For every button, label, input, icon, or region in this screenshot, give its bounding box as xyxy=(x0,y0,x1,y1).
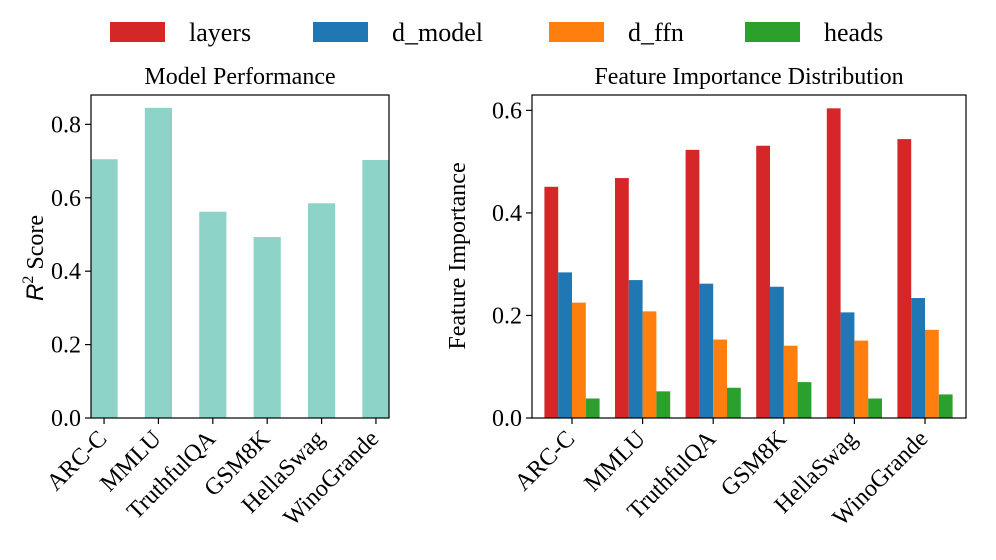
bar-gsm8k xyxy=(253,237,281,418)
legend-swatch-layers xyxy=(110,22,165,42)
bar-gsm8k-heads xyxy=(797,382,812,418)
y-tick-label: 0.4 xyxy=(51,259,81,285)
bar-winogrande-heads xyxy=(938,394,953,418)
y-tick-label: 0.4 xyxy=(492,201,522,227)
bars xyxy=(90,107,390,418)
bar-arc-c xyxy=(90,159,118,418)
legend-label-d-ffn: d_ffn xyxy=(628,18,684,47)
y-axis-label-word: Score xyxy=(23,215,49,270)
bar-arc-c-d-model xyxy=(558,272,572,418)
legend-label-heads: heads xyxy=(824,18,883,47)
y-axis-label-exponent: 2 xyxy=(20,276,37,284)
x-ticks: ARC-CMMLUTruthfulQAGSM8KHellaSwagWinoGra… xyxy=(42,418,384,531)
plot-frame xyxy=(531,94,967,419)
bar-hellaswag-layers xyxy=(826,108,841,418)
bars xyxy=(544,108,953,419)
plot-frame xyxy=(90,94,390,419)
y-tick-label: 0.6 xyxy=(492,98,522,124)
bar-hellaswag-d-model xyxy=(840,312,855,418)
bar-hellaswag xyxy=(307,203,336,418)
model-performance-chart: Model Performance R2Score 0.00.20.40.60.… xyxy=(20,64,390,531)
bar-arc-c-d-ffn xyxy=(572,302,586,418)
bar-winogrande xyxy=(362,159,390,418)
bar-winogrande-layers xyxy=(897,139,912,419)
bar-mmlu xyxy=(144,107,173,418)
bar-arc-c-layers xyxy=(544,186,559,418)
x-tick-label: ARC-C xyxy=(510,426,580,496)
bar-arc-c-heads xyxy=(585,398,600,418)
feature-importance-chart: Feature Importance Distribution Feature … xyxy=(445,64,967,531)
legend-swatch-d-ffn xyxy=(549,22,604,42)
y-tick-label: 0.0 xyxy=(492,406,522,432)
bar-mmlu-d-model xyxy=(628,280,643,418)
legend-swatch-d-model xyxy=(313,22,368,42)
y-tick-label: 0.8 xyxy=(51,112,81,138)
y-ticks: 0.0 0.2 0.4 0.6 0.8 xyxy=(51,112,91,432)
y-tick-label: 0.2 xyxy=(492,303,522,329)
bar-gsm8k-layers xyxy=(756,145,770,418)
y-tick-label: 0.0 xyxy=(51,406,81,432)
bar-winogrande-d-ffn xyxy=(925,329,939,418)
y-axis-label: Feature Importance xyxy=(445,162,471,349)
bar-winogrande-d-model xyxy=(911,298,925,418)
y-tick-label: 0.2 xyxy=(51,333,81,359)
y-tick-label: 0.6 xyxy=(51,186,81,212)
bar-truthfulqa xyxy=(199,211,227,418)
bar-mmlu-layers xyxy=(615,178,629,418)
chart-title: Model Performance xyxy=(144,64,335,90)
bar-mmlu-d-ffn xyxy=(642,311,657,418)
bar-truthfulqa-d-ffn xyxy=(713,339,727,418)
bar-gsm8k-d-ffn xyxy=(783,345,798,418)
y-axis-label: R2 Score xyxy=(20,215,49,301)
legend-swatch-heads xyxy=(745,22,800,42)
bar-truthfulqa-layers xyxy=(685,149,700,418)
bar-truthfulqa-d-model xyxy=(699,283,714,418)
chart-title: Feature Importance Distribution xyxy=(594,64,903,90)
bar-mmlu-heads xyxy=(656,391,671,418)
legend-label-d-model: d_model xyxy=(392,18,483,47)
bar-gsm8k-d-model xyxy=(770,286,784,418)
bar-hellaswag-heads xyxy=(868,398,882,418)
legend-label-layers: layers xyxy=(189,18,251,47)
legend: layers d_model d_ffn heads xyxy=(110,18,883,47)
bar-hellaswag-d-ffn xyxy=(854,340,869,418)
x-tick-label: MMLU xyxy=(580,426,651,497)
y-axis-label-symbol: R xyxy=(22,284,49,301)
y-ticks: 0.0 0.2 0.4 0.6 xyxy=(492,98,532,432)
bar-truthfulqa-heads xyxy=(727,387,741,418)
